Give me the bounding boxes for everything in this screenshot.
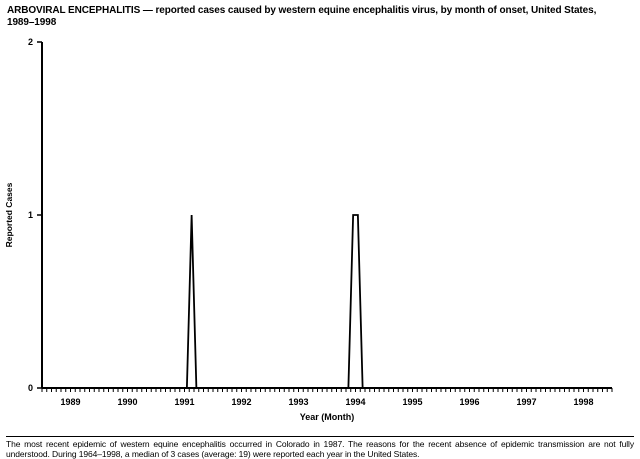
x-axis-title: Year (Month) [300,412,355,422]
year-label: 1992 [231,397,251,407]
year-label: 1998 [573,397,593,407]
year-label: 1990 [117,397,137,407]
figure-title-line2: 1989–1998 [7,17,57,28]
figure-title: ARBOVIRAL ENCEPHALITIS — reported cases … [7,5,596,29]
year-label: 1993 [288,397,308,407]
y-tick-label: 2 [28,37,33,47]
year-label: 1991 [174,397,194,407]
year-label: 1997 [516,397,536,407]
footnote-divider [6,436,634,437]
year-label: 1994 [345,397,365,407]
footnote-text: The most recent epidemic of western equi… [6,439,634,459]
year-label: 1989 [60,397,80,407]
reported-cases-line [44,214,610,389]
encephalitis-cases-chart: 0 1 2 1989 1990 1991 1992 1993 1994 1995 1996 1997 1… [4,37,613,422]
year-label: 1996 [459,397,479,407]
figure-title-line1: ARBOVIRAL ENCEPHALITIS — reported cases … [7,5,597,16]
year-label: 1995 [402,397,422,407]
y-axis-title: Reported Cases [4,182,14,247]
y-tick-label: 1 [28,210,33,220]
y-tick-label: 0 [28,383,33,393]
